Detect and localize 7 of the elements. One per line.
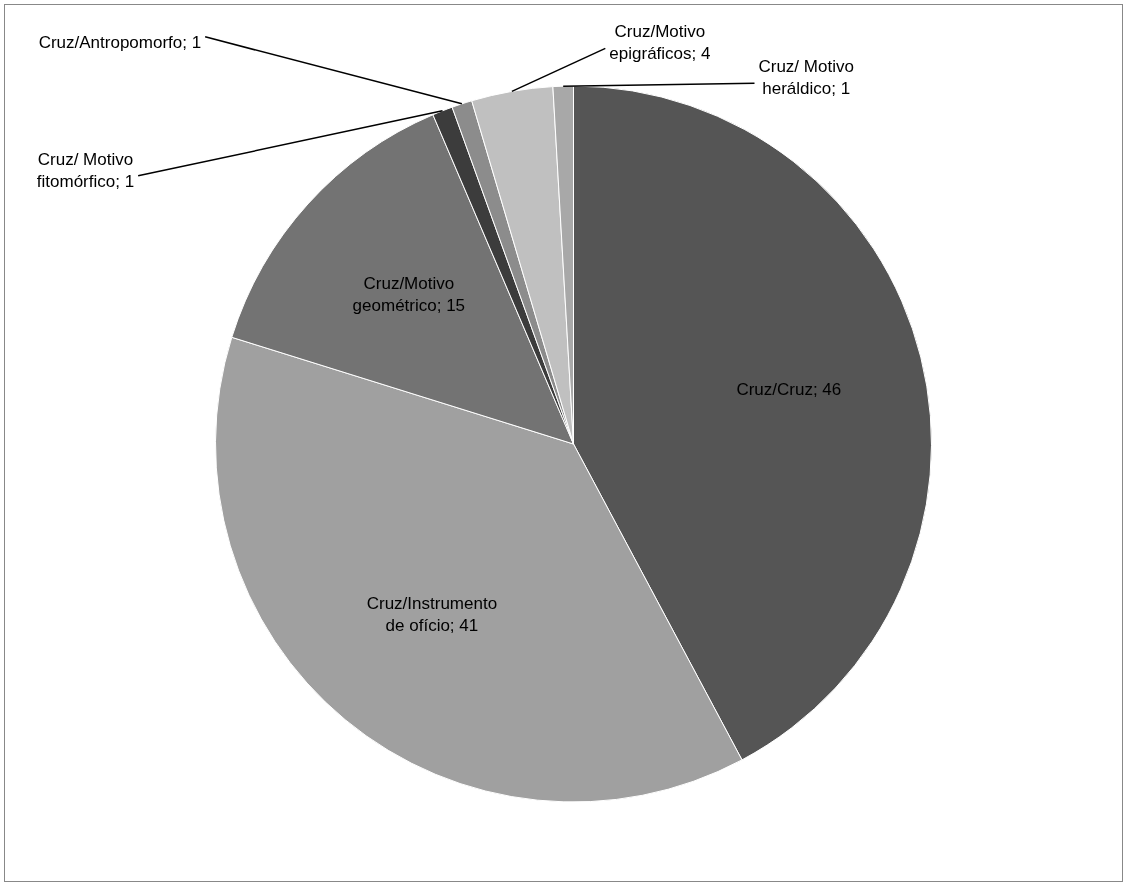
slice-label: Cruz/Motivo geométrico; 15 (352, 273, 466, 315)
slice-label: Cruz/ Motivo heráldico; 1 (758, 56, 854, 98)
slice-label: Cruz/ Motivo fitomórfico; 1 (36, 149, 135, 191)
slice-label: Cruz/Cruz; 46 (736, 379, 842, 399)
slice-label: Cruz/Motivo epigráficos; 4 (609, 22, 711, 64)
slice-label: Cruz/Antropomorfo; 1 (38, 32, 202, 52)
slice-label: Cruz/Instrumento de ofício; 41 (366, 593, 498, 635)
